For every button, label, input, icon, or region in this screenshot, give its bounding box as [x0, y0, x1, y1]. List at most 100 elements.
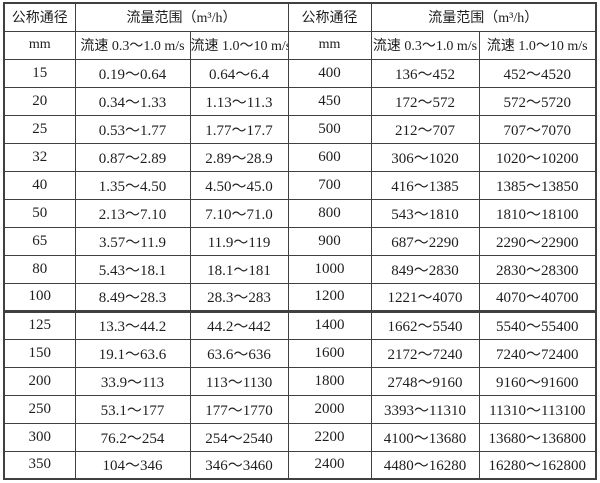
table-row: 80 5.43～18.1 18.1～181 1000 849～2830 2830～2830…: [3, 254, 597, 284]
header-flow-range-left: 流量范围（m³/h）: [74, 2, 289, 32]
table-row: 25 0.53～1.77 1.77～17.7 500 212～707 707～7070: [3, 114, 597, 144]
flow-range-cell: 1.35～4.50: [74, 170, 191, 200]
flow-range-cell: 1.13～11.3: [189, 86, 289, 116]
diameter-cell: 500: [287, 114, 372, 144]
flow-range-cell: 1.77～17.7: [189, 114, 289, 144]
flow-range-cell: 1020～10200: [478, 142, 597, 172]
flow-range-cell: 8.49～28.3: [74, 282, 191, 313]
flow-range-cell: 63.6～636: [189, 338, 289, 368]
diameter-cell: 400: [287, 58, 372, 88]
diameter-cell: 32: [3, 142, 76, 172]
flow-range-cell: 1662～5540: [370, 310, 480, 340]
flow-range-cell: 0.19～0.64: [74, 58, 191, 88]
table-row: 65 3.57～11.9 11.9～119 900 687～2290 2290～22900: [3, 226, 597, 256]
diameter-cell: 150: [3, 338, 76, 368]
flow-range-cell: 0.87～2.89: [74, 142, 191, 172]
diameter-cell: 700: [287, 170, 372, 200]
diameter-cell: 250: [3, 394, 76, 424]
flow-range-cell: 2748～9160: [370, 366, 480, 396]
diameter-cell: 1200: [287, 282, 372, 313]
diameter-cell: 15: [3, 58, 76, 88]
diameter-cell: 20: [3, 86, 76, 116]
table-body: 15 0.19～0.64 0.64～6.4 400 136～452 452～4520 20 0…: [3, 58, 597, 480]
flow-range-cell: 18.1～181: [189, 254, 289, 284]
diameter-cell: 450: [287, 86, 372, 116]
header-row-sub: mm 流速 0.3～1.0 m/s 流速 1.0～10 m/s mm 流速 0.…: [3, 30, 597, 60]
flow-range-cell: 13.3～44.2: [74, 310, 191, 340]
flow-range-cell: 572～5720: [478, 86, 597, 116]
header-diameter-right: 公称通径: [287, 2, 372, 32]
header-flow-range-right: 流量范围（m³/h）: [370, 2, 597, 32]
diameter-cell: 100: [3, 282, 76, 313]
flow-range-cell: 1221～4070: [370, 282, 480, 313]
flow-range-cell: 44.2～442: [189, 310, 289, 340]
header-velocity-high-right: 流速 1.0～10 m/s: [478, 30, 597, 60]
flow-range-cell: 1810～18100: [478, 198, 597, 228]
flow-range-cell: 416～1385: [370, 170, 480, 200]
diameter-cell: 40: [3, 170, 76, 200]
flow-range-cell: 346～3460: [189, 450, 289, 480]
flow-range-cell: 11.9～119: [189, 226, 289, 256]
flow-range-cell: 1385～13850: [478, 170, 597, 200]
flow-range-cell: 177～1770: [189, 394, 289, 424]
table-row: 250 53.1～177 177～1770 2000 3393～11310 11310～1…: [3, 394, 597, 424]
diameter-cell: 1000: [287, 254, 372, 284]
header-velocity-low-left: 流速 0.3～1.0 m/s: [74, 30, 191, 60]
header-row-top: 公称通径 流量范围（m³/h） 公称通径 流量范围（m³/h）: [3, 2, 597, 32]
diameter-cell: 900: [287, 226, 372, 256]
table-row: 150 19.1～63.6 63.6～636 1600 2172～7240 7240～72…: [3, 338, 597, 368]
flow-range-cell: 113～1130: [189, 366, 289, 396]
diameter-cell: 800: [287, 198, 372, 228]
flow-range-cell: 0.53～1.77: [74, 114, 191, 144]
flow-range-cell: 19.1～63.6: [74, 338, 191, 368]
diameter-cell: 50: [3, 198, 76, 228]
flow-range-cell: 76.2～254: [74, 422, 191, 452]
table-row: 350 104～346 346～3460 2400 4480～16280 16280～16…: [3, 450, 597, 480]
table-row: 20 0.34～1.33 1.13～11.3 450 172～572 572～5720: [3, 86, 597, 116]
flow-range-cell: 2.89～28.9: [189, 142, 289, 172]
flow-range-cell: 4100～13680: [370, 422, 480, 452]
table-header: 公称通径 流量范围（m³/h） 公称通径 流量范围（m³/h） mm 流速 0.…: [3, 2, 597, 60]
diameter-cell: 125: [3, 310, 76, 340]
flow-range-cell: 4.50～45.0: [189, 170, 289, 200]
table-row: 32 0.87～2.89 2.89～28.9 600 306～1020 1020～1020…: [3, 142, 597, 172]
flow-range-cell: 172～572: [370, 86, 480, 116]
flow-range-cell: 28.3～283: [189, 282, 289, 313]
flow-range-cell: 0.34～1.33: [74, 86, 191, 116]
flow-range-cell: 543～1810: [370, 198, 480, 228]
flow-range-cell: 212～707: [370, 114, 480, 144]
flow-range-cell: 5.43～18.1: [74, 254, 191, 284]
table-row: 50 2.13～7.10 7.10～71.0 800 543～1810 1810～1810…: [3, 198, 597, 228]
flow-range-cell: 53.1～177: [74, 394, 191, 424]
diameter-cell: 2200: [287, 422, 372, 452]
diameter-cell: 1600: [287, 338, 372, 368]
diameter-cell: 2400: [287, 450, 372, 480]
flow-range-cell: 136～452: [370, 58, 480, 88]
flow-range-cell: 13680～136800: [478, 422, 597, 452]
flow-range-cell: 11310～113100: [478, 394, 597, 424]
diameter-cell: 80: [3, 254, 76, 284]
flow-range-cell: 4070～40700: [478, 282, 597, 313]
flow-range-cell: 687～2290: [370, 226, 480, 256]
header-unit-left: mm: [3, 30, 76, 60]
flow-range-cell: 104～346: [74, 450, 191, 480]
flow-range-table: 公称通径 流量范围（m³/h） 公称通径 流量范围（m³/h） mm 流速 0.…: [3, 2, 598, 480]
flow-range-cell: 2830～28300: [478, 254, 597, 284]
header-unit-right: mm: [287, 30, 372, 60]
table-row: 300 76.2～254 254～2540 2200 4100～13680 13680～1…: [3, 422, 597, 452]
flow-range-cell: 4480～16280: [370, 450, 480, 480]
diameter-cell: 200: [3, 366, 76, 396]
flow-range-cell: 452～4520: [478, 58, 597, 88]
table-row: 200 33.9～113 113～1130 1800 2748～9160 9160～916…: [3, 366, 597, 396]
flow-range-cell: 3.57～11.9: [74, 226, 191, 256]
flow-range-cell: 849～2830: [370, 254, 480, 284]
header-diameter-left: 公称通径: [3, 2, 76, 32]
table-row: 15 0.19～0.64 0.64～6.4 400 136～452 452～4520: [3, 58, 597, 88]
flow-range-cell: 2290～22900: [478, 226, 597, 256]
diameter-cell: 600: [287, 142, 372, 172]
flow-range-cell: 306～1020: [370, 142, 480, 172]
flow-range-cell: 707～7070: [478, 114, 597, 144]
flow-range-cell: 3393～11310: [370, 394, 480, 424]
diameter-cell: 1800: [287, 366, 372, 396]
table-row: 125 13.3～44.2 44.2～442 1400 1662～5540 5540～55…: [3, 310, 597, 340]
